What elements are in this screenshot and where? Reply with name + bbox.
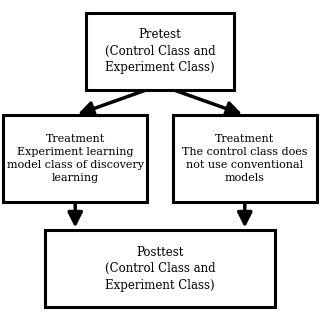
FancyBboxPatch shape [86,13,234,90]
Text: Treatment
Experiment learning
model class of discovery
learning: Treatment Experiment learning model clas… [7,134,144,183]
FancyBboxPatch shape [3,115,147,202]
Text: Pretest
(Control Class and
Experiment Class): Pretest (Control Class and Experiment Cl… [105,28,215,74]
Text: Posttest
(Control Class and
Experiment Class): Posttest (Control Class and Experiment C… [105,246,215,292]
Text: Treatment
The control class does
not use conventional
models: Treatment The control class does not use… [182,134,308,183]
FancyBboxPatch shape [45,230,275,307]
FancyBboxPatch shape [173,115,317,202]
